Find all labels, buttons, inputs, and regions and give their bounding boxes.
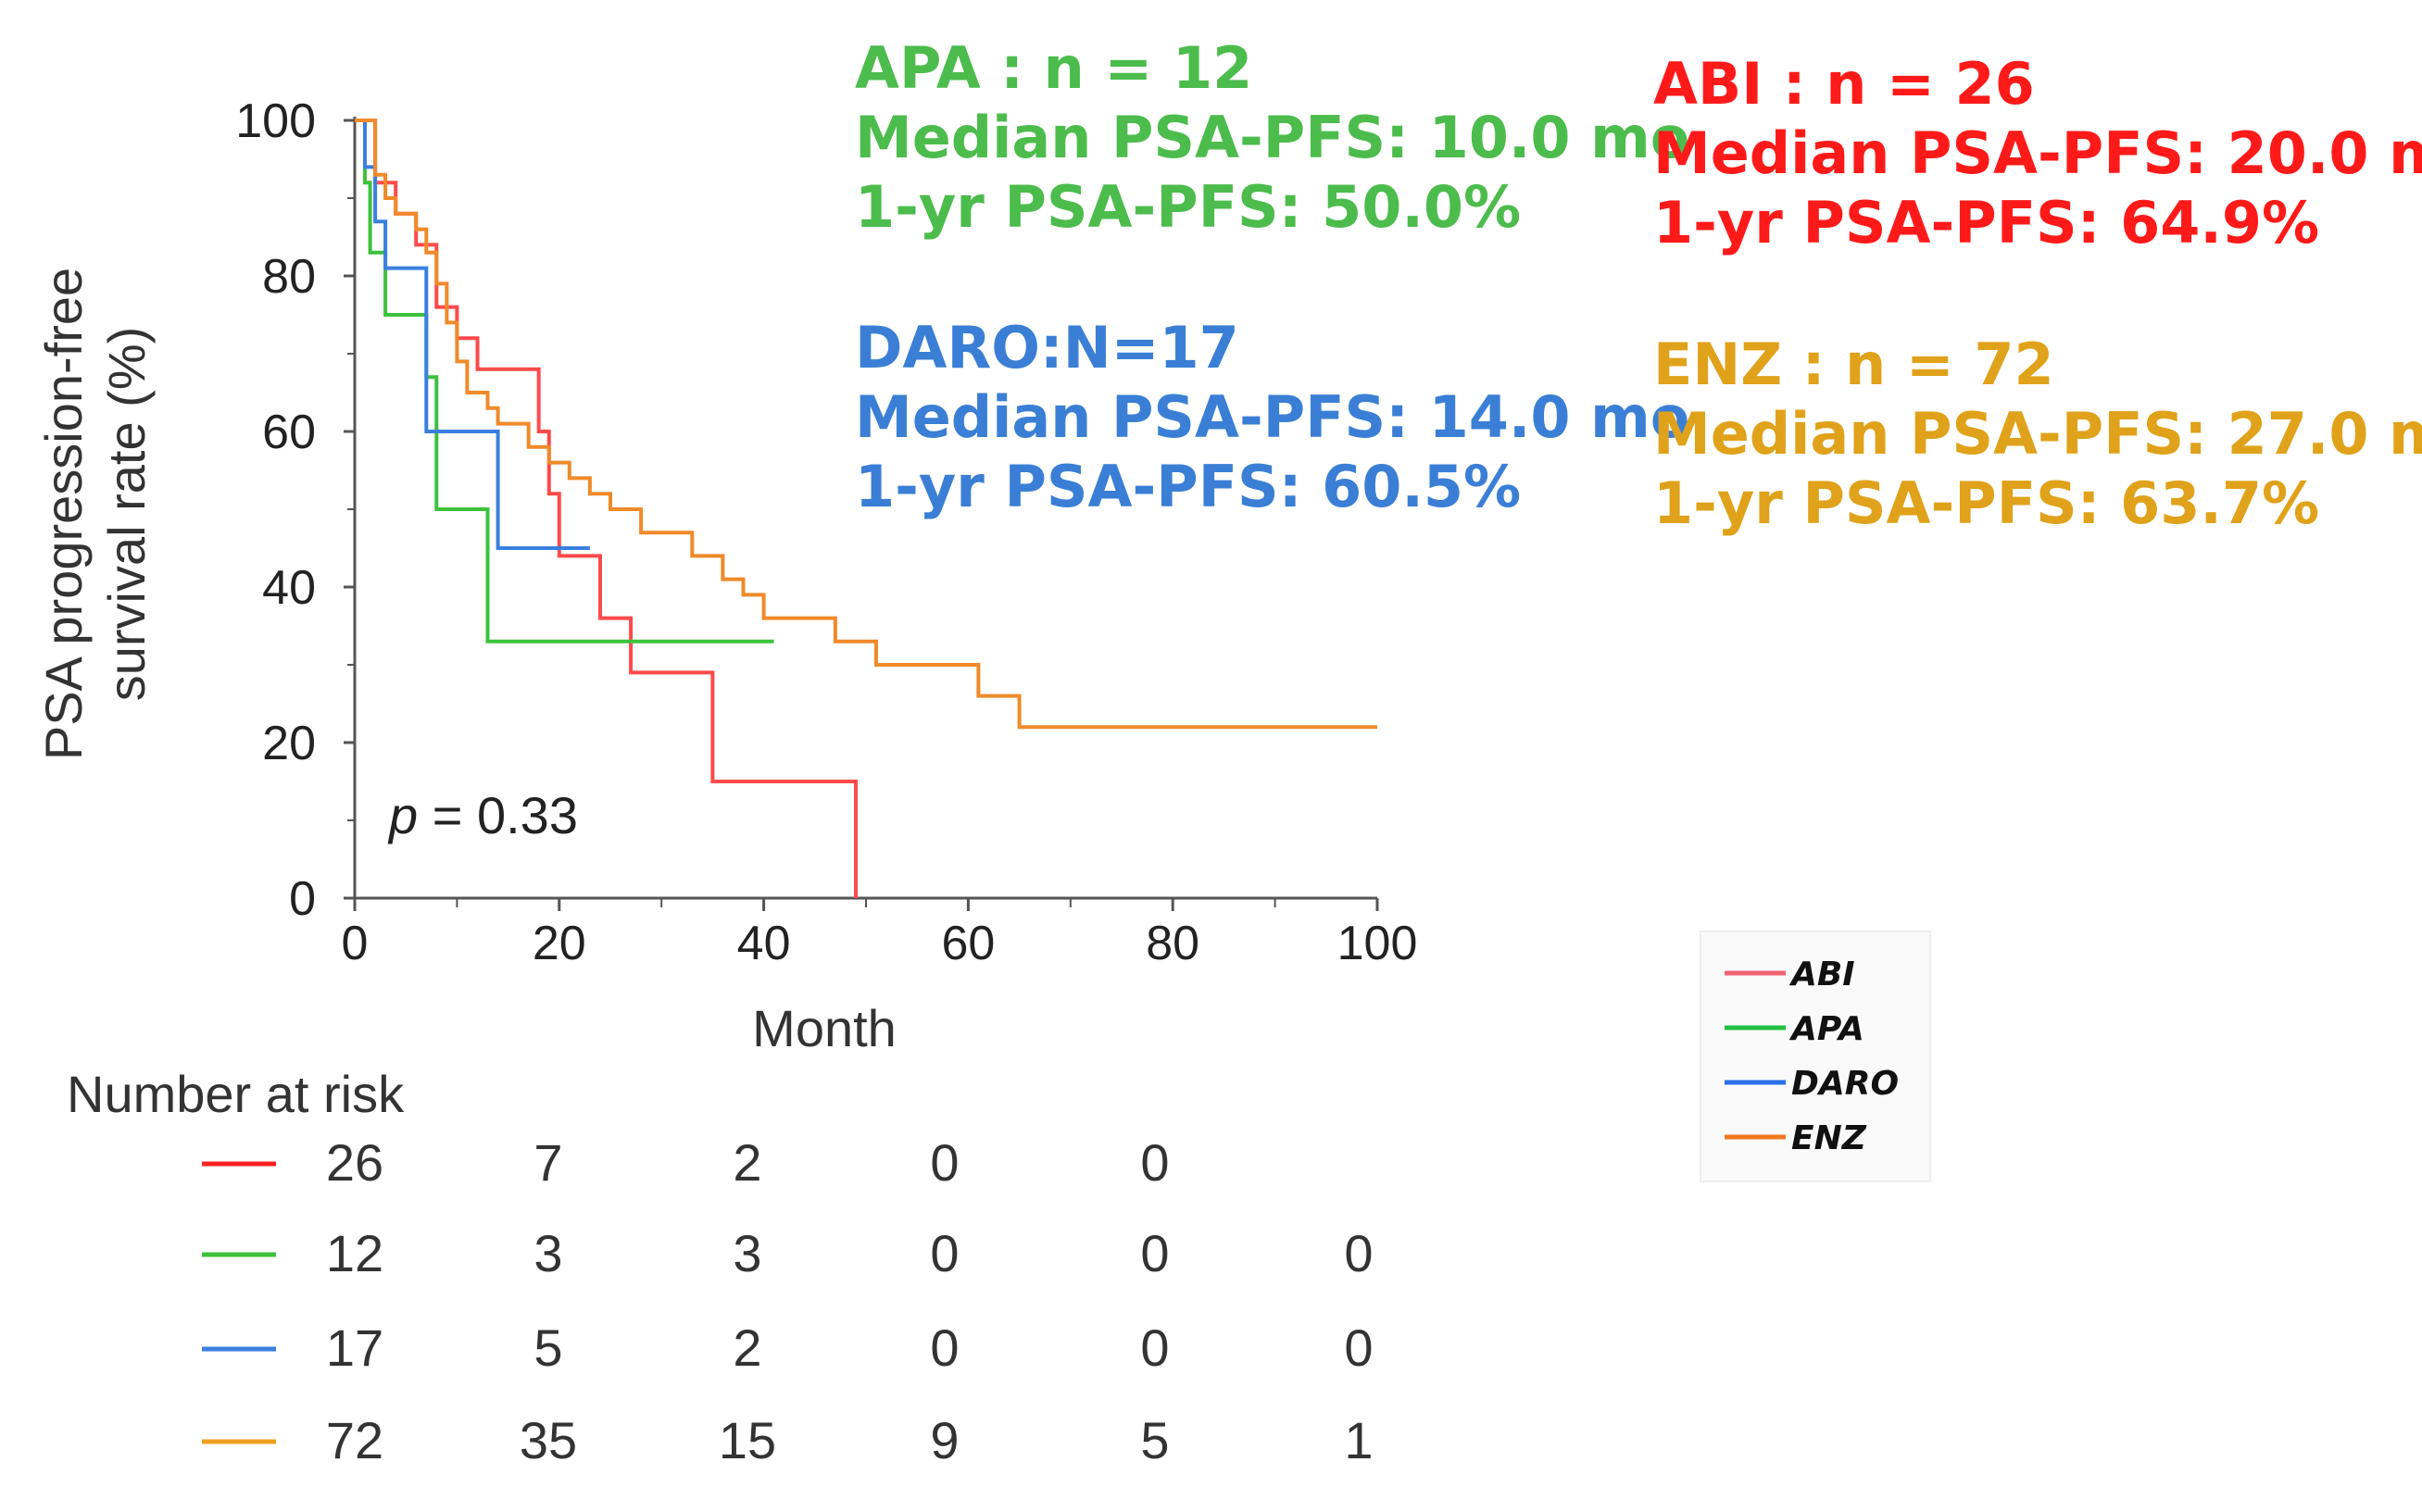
annotation-enz-line1: ENZ : n = 72	[1653, 331, 2054, 398]
p-value-text: = 0.33	[418, 786, 578, 844]
y-axis-title-line1: PSA progression-free	[34, 268, 93, 760]
risk-count: 12	[326, 1224, 383, 1282]
risk-count: 5	[1140, 1411, 1169, 1469]
risk-count: 0	[1140, 1318, 1169, 1377]
legend-label-daro: DARO	[1791, 1065, 1899, 1103]
risk-count: 0	[1140, 1133, 1169, 1192]
risk-count: 15	[719, 1411, 776, 1469]
annotation-apa-line3: 1-yr PSA-PFS: 50.0%	[855, 173, 1521, 241]
annotation-abi-line2: Median PSA-PFS: 20.0 mo	[1653, 119, 2422, 187]
p-value-symbol: p	[387, 786, 418, 844]
risk-count: 2	[733, 1318, 761, 1377]
x-tick-label: 80	[1146, 917, 1199, 970]
risk-count: 9	[930, 1411, 959, 1469]
p-value-label: p = 0.33	[387, 786, 578, 844]
risk-count: 0	[1344, 1224, 1373, 1282]
y-tick-label: 80	[262, 250, 316, 304]
risk-table-title: Number at risk	[67, 1065, 405, 1123]
legend-label-apa: APA	[1788, 1010, 1864, 1048]
survival-curves	[355, 119, 1377, 898]
risk-count: 72	[326, 1411, 383, 1469]
curve-enz	[355, 119, 1377, 730]
legend: ABI APA DARO ENZ	[1700, 931, 1931, 1182]
risk-count: 1	[1344, 1411, 1373, 1469]
annotation-apa-line1: APA : n = 12	[855, 34, 1252, 102]
annotation-daro-line3: 1-yr PSA-PFS: 60.5%	[855, 453, 1521, 520]
x-axis-title: Month	[752, 999, 897, 1057]
risk-count: 3	[733, 1224, 761, 1282]
x-tick-label: 0	[342, 917, 369, 970]
risk-count: 3	[533, 1224, 562, 1282]
y-tick-label: 20	[262, 717, 316, 770]
annotation-daro-line2: Median PSA-PFS: 14.0 mo	[855, 383, 1689, 451]
annotation-enz-line2: Median PSA-PFS: 27.0 mo	[1653, 400, 2422, 468]
risk-count: 7	[533, 1133, 562, 1192]
annotation-apa-line2: Median PSA-PFS: 10.0 mo	[855, 104, 1689, 171]
curve-daro	[355, 119, 590, 550]
x-tick-label: 100	[1337, 917, 1418, 970]
curve-abi	[355, 119, 858, 898]
risk-count: 0	[930, 1318, 959, 1377]
risk-count: 5	[533, 1318, 562, 1377]
y-tick-label: 0	[289, 872, 316, 926]
legend-label-abi: ABI	[1788, 956, 1855, 993]
annotation-daro-line1: DARO:N=17	[855, 314, 1239, 381]
risk-count: 0	[1140, 1224, 1169, 1282]
x-tick-label: 60	[941, 917, 995, 970]
y-axis-title: PSA progression-freesurvival rate (%)	[34, 268, 156, 760]
annotation-abi-line3: 1-yr PSA-PFS: 64.9%	[1653, 189, 2319, 256]
annotation-abi-line1: ABI : n = 26	[1653, 50, 2035, 118]
x-tick-label: 20	[533, 917, 586, 970]
y-tick-label: 100	[235, 94, 316, 148]
risk-count: 0	[930, 1133, 959, 1192]
legend-label-enz: ENZ	[1791, 1119, 1867, 1157]
risk-count: 17	[326, 1318, 383, 1377]
risk-count: 0	[930, 1224, 959, 1282]
y-tick-label: 60	[262, 406, 316, 459]
risk-count: 0	[1344, 1318, 1373, 1377]
x-tick-label: 40	[737, 917, 791, 970]
annotation-enz-line3: 1-yr PSA-PFS: 63.7%	[1653, 469, 2319, 537]
risk-count: 26	[326, 1133, 383, 1192]
axes: 0 20 40 60 80 100 0 20 40 60 80 100 Month PSA progres…	[34, 94, 1417, 1057]
risk-count: 2	[733, 1133, 761, 1192]
y-tick-label: 40	[262, 561, 316, 615]
curve-apa	[355, 119, 774, 644]
y-axis-title-line2: survival rate (%)	[97, 327, 156, 702]
risk-count: 35	[520, 1411, 577, 1469]
